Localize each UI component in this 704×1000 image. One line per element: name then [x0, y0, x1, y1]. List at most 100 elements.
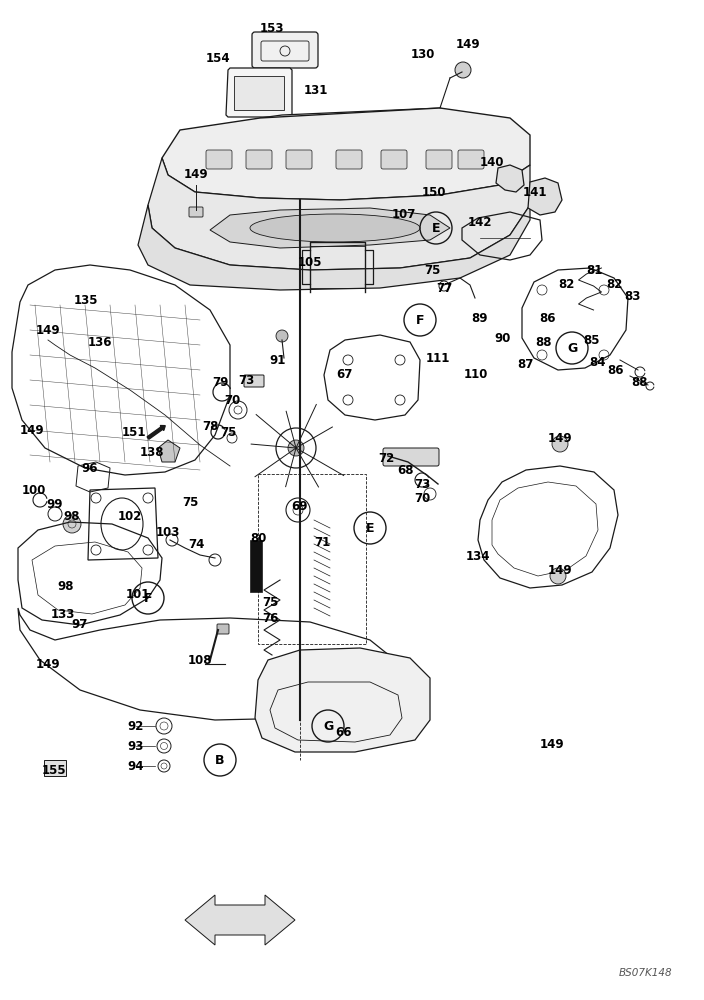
FancyBboxPatch shape	[286, 150, 312, 169]
Text: 130: 130	[411, 48, 435, 62]
Text: 149: 149	[36, 658, 61, 672]
Text: 149: 149	[540, 738, 565, 752]
Ellipse shape	[250, 214, 420, 242]
Text: 69: 69	[291, 499, 308, 512]
Text: 70: 70	[414, 491, 430, 504]
Text: 75: 75	[182, 495, 199, 508]
FancyBboxPatch shape	[458, 150, 484, 169]
Text: 140: 140	[479, 155, 504, 168]
Polygon shape	[138, 205, 530, 290]
Polygon shape	[260, 108, 462, 135]
Text: 153: 153	[260, 21, 284, 34]
Text: G: G	[323, 720, 333, 732]
Text: 134: 134	[466, 550, 490, 562]
Text: 96: 96	[82, 462, 99, 475]
Text: 87: 87	[517, 359, 533, 371]
Polygon shape	[185, 895, 295, 945]
FancyBboxPatch shape	[252, 32, 318, 68]
Text: 83: 83	[624, 290, 640, 302]
Text: E: E	[366, 522, 375, 534]
Bar	[258, 474, 366, 644]
Text: 100: 100	[22, 484, 46, 496]
Circle shape	[63, 515, 81, 533]
FancyBboxPatch shape	[381, 150, 407, 169]
FancyBboxPatch shape	[336, 150, 362, 169]
Polygon shape	[234, 76, 284, 110]
Text: F: F	[416, 314, 425, 326]
Text: 105: 105	[298, 255, 322, 268]
Text: E: E	[432, 222, 440, 234]
Text: 103: 103	[156, 526, 180, 538]
Bar	[250, 540, 262, 592]
Text: 67: 67	[336, 367, 352, 380]
Text: B: B	[215, 754, 225, 766]
Text: 149: 149	[455, 38, 480, 51]
Text: 77: 77	[436, 282, 452, 294]
Text: 82: 82	[606, 278, 622, 292]
Text: 142: 142	[467, 216, 492, 229]
Text: 70: 70	[224, 393, 240, 406]
Text: 88: 88	[631, 375, 648, 388]
Text: 85: 85	[583, 334, 599, 347]
Circle shape	[288, 440, 304, 456]
Text: 150: 150	[422, 186, 446, 200]
Text: 75: 75	[220, 426, 236, 438]
Polygon shape	[148, 158, 530, 270]
Text: 149: 149	[20, 424, 44, 436]
Polygon shape	[226, 68, 292, 117]
Text: 82: 82	[558, 278, 574, 292]
Text: 84: 84	[590, 356, 606, 368]
Text: 71: 71	[314, 536, 330, 548]
Polygon shape	[162, 108, 530, 200]
Text: 102: 102	[118, 510, 142, 522]
Text: 98: 98	[58, 580, 74, 592]
Text: 80: 80	[250, 532, 266, 544]
FancyArrow shape	[147, 426, 165, 439]
Text: 92: 92	[128, 720, 144, 732]
Text: 86: 86	[608, 363, 624, 376]
Text: 81: 81	[586, 263, 602, 276]
Text: 101: 101	[126, 587, 150, 600]
Text: 98: 98	[64, 510, 80, 522]
Text: 75: 75	[424, 263, 440, 276]
FancyBboxPatch shape	[426, 150, 452, 169]
Text: 107: 107	[392, 209, 416, 222]
Text: 89: 89	[472, 312, 489, 324]
Text: 97: 97	[72, 617, 88, 631]
Text: 78: 78	[202, 420, 218, 432]
Text: 86: 86	[539, 312, 555, 324]
Text: 141: 141	[523, 186, 547, 200]
Text: 76: 76	[262, 611, 278, 624]
Bar	[44, 760, 66, 776]
Text: 73: 73	[238, 373, 254, 386]
Text: 72: 72	[378, 452, 394, 464]
Text: 154: 154	[206, 51, 230, 64]
Text: 66: 66	[336, 726, 352, 738]
Text: 133: 133	[51, 607, 75, 620]
Polygon shape	[210, 208, 450, 248]
Text: 131: 131	[304, 84, 328, 97]
Text: 149: 149	[184, 168, 208, 182]
FancyBboxPatch shape	[206, 150, 232, 169]
Text: 74: 74	[188, 538, 204, 550]
Text: BS07K148: BS07K148	[618, 968, 672, 978]
Polygon shape	[528, 178, 562, 215]
Text: 68: 68	[398, 464, 414, 477]
FancyBboxPatch shape	[246, 150, 272, 169]
Text: 88: 88	[536, 336, 552, 349]
Text: 75: 75	[262, 595, 278, 608]
Text: 73: 73	[414, 478, 430, 490]
Text: 110: 110	[464, 368, 488, 381]
Text: 138: 138	[140, 446, 164, 458]
Polygon shape	[158, 440, 180, 462]
Text: 111: 111	[426, 352, 450, 364]
Text: 91: 91	[270, 354, 287, 366]
Text: 136: 136	[88, 336, 112, 349]
Circle shape	[550, 568, 566, 584]
Text: 149: 149	[36, 324, 61, 336]
Text: 93: 93	[128, 740, 144, 752]
Polygon shape	[496, 165, 524, 192]
FancyBboxPatch shape	[383, 448, 439, 466]
Text: 108: 108	[188, 654, 212, 666]
Text: 155: 155	[42, 764, 66, 776]
